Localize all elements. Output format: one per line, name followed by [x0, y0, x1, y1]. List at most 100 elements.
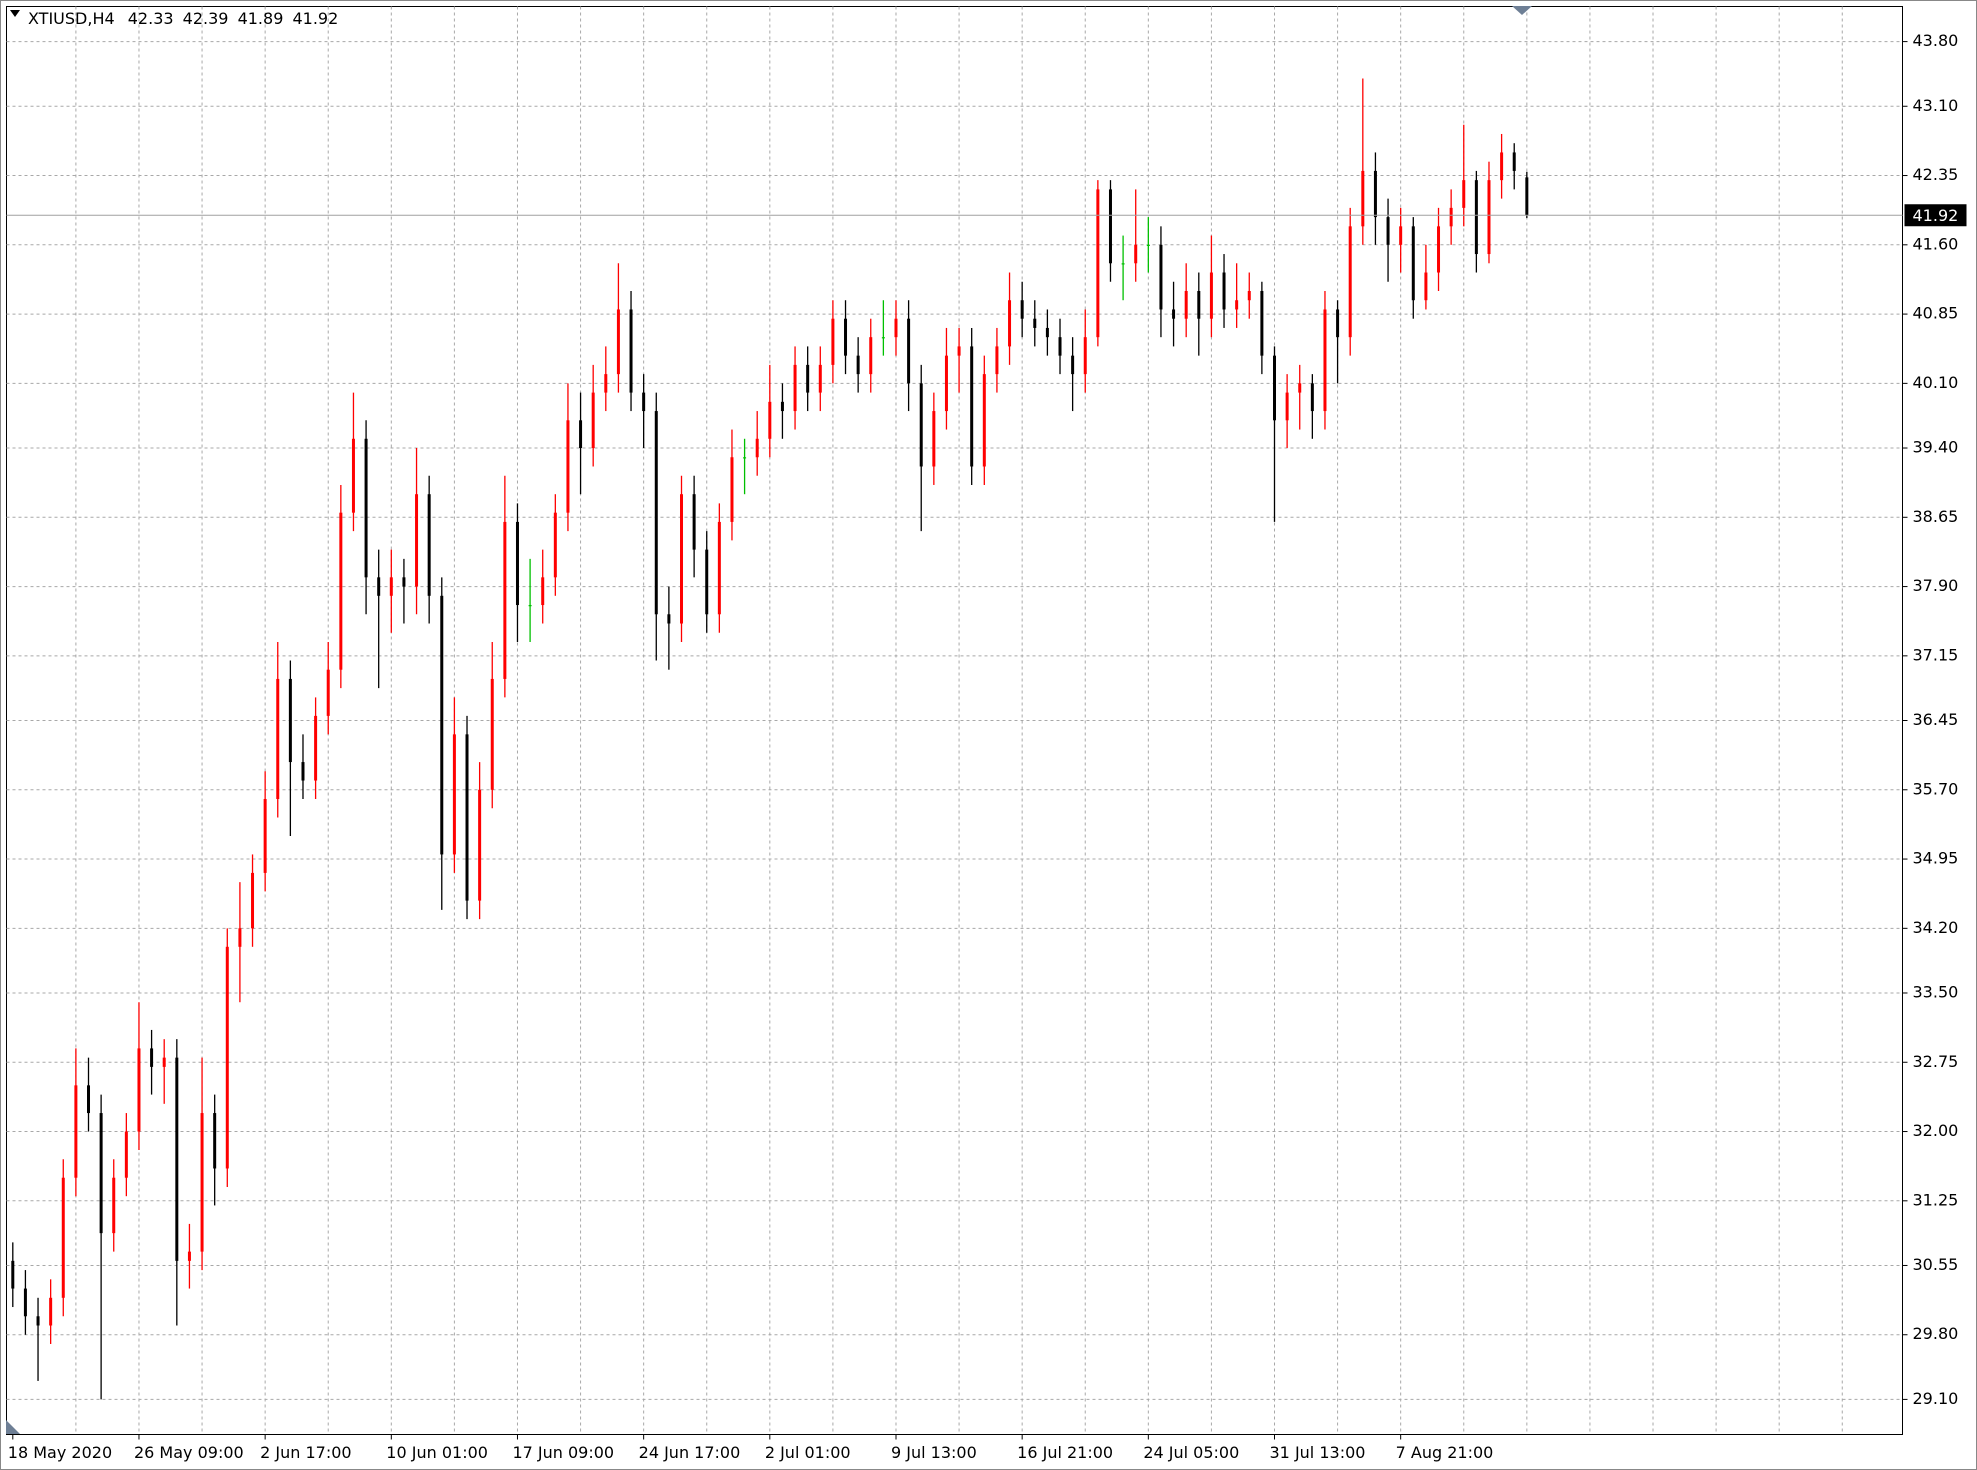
- y-tick-label: 42.35: [1913, 165, 1959, 184]
- candle-body: [1474, 180, 1478, 255]
- candle-body: [1108, 189, 1112, 264]
- y-tick-label: 40.85: [1913, 304, 1959, 323]
- x-tick-label: 17 Jun 09:00: [512, 1443, 614, 1462]
- candle-body: [301, 762, 305, 781]
- x-tick-label: 10 Jun 01:00: [386, 1443, 488, 1462]
- x-tick-label: 9 Jul 13:00: [891, 1443, 977, 1462]
- candle-body: [1449, 207, 1453, 227]
- candle-body: [970, 346, 974, 467]
- candle-body: [1197, 290, 1201, 319]
- candle-body: [1184, 290, 1188, 319]
- candle-body: [1045, 327, 1049, 338]
- candle-body: [351, 438, 355, 513]
- candle-body: [1336, 309, 1340, 338]
- candle-body: [818, 364, 822, 393]
- grid: [6, 6, 1903, 1435]
- candle-body: [175, 1057, 179, 1261]
- candle-body: [831, 318, 835, 365]
- y-tick-label: 30.55: [1913, 1255, 1959, 1274]
- y-tick-label: 32.00: [1913, 1121, 1959, 1140]
- y-tick-label: 40.10: [1913, 373, 1959, 392]
- shift-marker[interactable]: [1512, 6, 1532, 15]
- candle-body: [995, 346, 999, 375]
- candle-body: [982, 374, 986, 467]
- y-tick-label: 29.80: [1913, 1324, 1959, 1343]
- candle-body: [730, 457, 734, 522]
- candle-body: [162, 1057, 166, 1067]
- candle-body: [503, 521, 507, 679]
- candle-body: [881, 337, 885, 339]
- candle-body: [780, 401, 784, 412]
- scale-marker[interactable]: [6, 1420, 20, 1434]
- x-tick-label: 7 Aug 21:00: [1396, 1443, 1494, 1462]
- candle-body: [680, 494, 684, 624]
- y-tick-label: 37.15: [1913, 645, 1959, 664]
- candle-body: [806, 364, 810, 393]
- candle-body: [11, 1260, 15, 1289]
- candle-body: [314, 715, 318, 781]
- candle-body: [856, 355, 860, 375]
- candle-body: [1083, 337, 1087, 375]
- candle-body: [1172, 309, 1176, 319]
- last-price-label: 41.92: [1913, 206, 1959, 225]
- menu-arrow[interactable]: [10, 10, 20, 17]
- y-tick-label: 41.60: [1913, 234, 1959, 253]
- x-tick-label: 24 Jun 17:00: [639, 1443, 741, 1462]
- candle-body: [1235, 300, 1239, 310]
- candle-body: [793, 364, 797, 412]
- x-tick-label: 2 Jun 17:00: [260, 1443, 351, 1462]
- candle-body: [515, 521, 519, 606]
- candle-body: [1222, 272, 1226, 310]
- candle-body: [957, 346, 961, 356]
- candle-body: [99, 1113, 103, 1234]
- candle-body: [478, 789, 482, 901]
- candle-body: [440, 595, 444, 855]
- candle-body: [1247, 290, 1251, 301]
- candle-body: [1146, 244, 1150, 247]
- y-tick-label: 43.80: [1913, 31, 1959, 50]
- candle-body: [541, 577, 545, 606]
- candle-body: [1361, 170, 1365, 227]
- candle-body: [1121, 263, 1125, 265]
- candle-body: [364, 438, 368, 578]
- candle-body: [1399, 226, 1403, 245]
- candle-body: [1159, 244, 1163, 310]
- candle-body: [616, 309, 620, 375]
- candle-body: [1134, 244, 1138, 264]
- candle-body: [61, 1177, 65, 1298]
- y-tick-label: 37.90: [1913, 576, 1959, 595]
- candle-body: [1525, 177, 1529, 216]
- candle-body: [755, 438, 759, 458]
- y-tick-label: 43.10: [1913, 96, 1959, 115]
- x-tick-label: 18 May 2020: [8, 1443, 112, 1462]
- candle-body: [490, 678, 494, 790]
- candle-body: [667, 614, 671, 624]
- candle-body: [137, 1048, 141, 1132]
- candle-body: [465, 734, 469, 901]
- candle-body: [23, 1288, 27, 1317]
- candle-body: [1462, 180, 1466, 208]
- x-tick-label: 2 Jul 01:00: [765, 1443, 851, 1462]
- candle-body: [1298, 383, 1302, 393]
- candle-body: [907, 318, 911, 384]
- candle-body: [74, 1085, 78, 1178]
- chart-header: XTIUSD,H4 42.33 42.39 41.89 41.92: [28, 9, 338, 28]
- candle-body: [1437, 226, 1441, 273]
- candle-body: [869, 337, 873, 375]
- candle-body: [1323, 309, 1327, 412]
- candle-body: [629, 309, 633, 393]
- candle-body: [1373, 170, 1377, 218]
- candle-body: [566, 420, 570, 513]
- header-close: 41.92: [292, 9, 338, 28]
- candle-body: [1260, 290, 1264, 356]
- candle-body: [1071, 355, 1075, 375]
- candle-body: [642, 392, 646, 412]
- candle-body: [1487, 180, 1491, 255]
- candle-body: [1310, 383, 1314, 412]
- candle-body: [225, 946, 229, 1169]
- candle-body: [1348, 226, 1352, 338]
- candle-body: [1058, 337, 1062, 356]
- candle-body: [1020, 300, 1024, 319]
